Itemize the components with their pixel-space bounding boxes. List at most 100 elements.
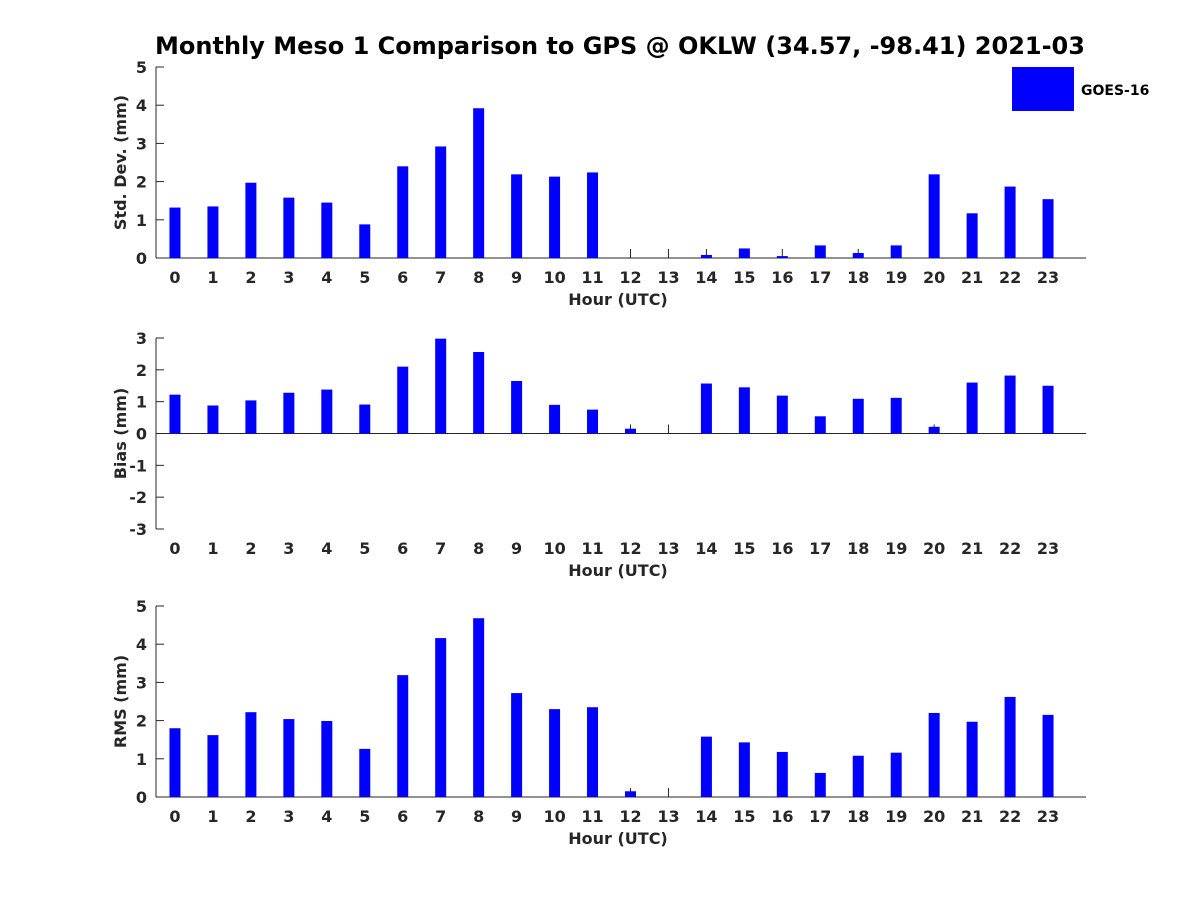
- bias-x-tick-label: 5: [359, 539, 370, 558]
- std-dev-x-tick-label: 22: [999, 268, 1021, 287]
- rms-bar: [397, 675, 409, 797]
- std-dev-x-tick-label: 19: [885, 268, 907, 287]
- bias-x-tick-label: 14: [695, 539, 717, 558]
- rms-bar: [207, 735, 219, 797]
- std-dev-y-tick-label: 2: [136, 173, 147, 192]
- rms-x-tick-label: 17: [809, 807, 831, 826]
- std-dev-x-tick-label: 14: [695, 268, 717, 287]
- bias-bar: [473, 352, 485, 434]
- rms-bar: [738, 742, 750, 797]
- bias-x-tick-label: 17: [809, 539, 831, 558]
- std-dev-bar: [852, 253, 864, 258]
- bias-bar: [1004, 375, 1016, 434]
- rms-bar: [852, 755, 864, 797]
- std-dev-x-tick-label: 8: [473, 268, 484, 287]
- std-dev-bar: [966, 213, 978, 258]
- bias-y-tick-label: -2: [129, 488, 147, 507]
- rms-x-tick-label: 4: [321, 807, 332, 826]
- std-dev-bar: [814, 245, 826, 258]
- bias-y-tick-label: 2: [136, 361, 147, 380]
- rms-x-tick-label: 22: [999, 807, 1021, 826]
- rms-bar: [700, 736, 712, 797]
- bias-y-tick-label: -1: [129, 456, 147, 475]
- std-dev-x-tick-label: 0: [169, 268, 180, 287]
- rms-x-tick-label: 8: [473, 807, 484, 826]
- bias-x-tick-label: 11: [581, 539, 603, 558]
- bias-bar: [283, 392, 295, 434]
- rms-x-tick-label: 19: [885, 807, 907, 826]
- bias-x-tick-label: 4: [321, 539, 332, 558]
- std-dev-x-tick-label: 18: [847, 268, 869, 287]
- bias-x-tick-label: 13: [657, 539, 679, 558]
- rms-x-tick-label: 6: [397, 807, 408, 826]
- std-dev-x-tick-label: 12: [619, 268, 641, 287]
- std-dev-bar: [169, 207, 181, 258]
- std-dev-x-tick-label: 3: [283, 268, 294, 287]
- rms-bar: [359, 748, 371, 797]
- bias-y-axis-label: Bias (mm): [111, 388, 130, 480]
- bias-x-tick-label: 3: [283, 539, 294, 558]
- bias-bar: [928, 426, 940, 434]
- bias-bar: [700, 383, 712, 434]
- rms-bar: [549, 709, 561, 797]
- rms-bar: [776, 751, 788, 797]
- rms-y-tick-label: 5: [136, 597, 147, 616]
- rms-bar: [169, 728, 181, 797]
- rms-bar: [814, 772, 826, 797]
- rms-bar: [1004, 696, 1016, 797]
- std-dev-bar: [1042, 199, 1054, 258]
- std-dev-y-tick-label: 4: [136, 96, 147, 115]
- bias-x-tick-label: 0: [169, 539, 180, 558]
- std-dev-x-axis-label: Hour (UTC): [568, 290, 668, 309]
- bias-bar: [852, 398, 864, 434]
- std-dev-x-tick-label: 1: [207, 268, 218, 287]
- bias-x-tick-label: 10: [543, 539, 565, 558]
- std-dev-x-tick-label: 9: [511, 268, 522, 287]
- rms-x-tick-label: 16: [771, 807, 793, 826]
- bias-x-tick-label: 23: [1037, 539, 1059, 558]
- std-dev-x-tick-label: 2: [245, 268, 256, 287]
- std-dev-x-tick-label: 6: [397, 268, 408, 287]
- std-dev-bar: [587, 172, 599, 258]
- rms-y-tick-label: 3: [136, 673, 147, 692]
- bias-bar: [321, 389, 333, 434]
- rms-bar: [587, 707, 599, 797]
- bias-x-tick-label: 1: [207, 539, 218, 558]
- chart-title: Monthly Meso 1 Comparison to GPS @ OKLW …: [155, 32, 1085, 60]
- std-dev-x-tick-label: 10: [543, 268, 565, 287]
- std-dev-y-tick-label: 3: [136, 134, 147, 153]
- rms-bar: [624, 791, 636, 797]
- std-dev-bar: [435, 146, 447, 258]
- std-dev-x-tick-label: 17: [809, 268, 831, 287]
- rms-y-axis-label: RMS (mm): [111, 655, 130, 748]
- rms-x-tick-label: 5: [359, 807, 370, 826]
- bias-x-tick-label: 20: [923, 539, 945, 558]
- bias-x-tick-label: 8: [473, 539, 484, 558]
- std-dev-x-tick-label: 4: [321, 268, 332, 287]
- std-dev-bar: [890, 245, 902, 258]
- rms-bar: [890, 752, 902, 797]
- std-dev-y-tick-label: 5: [136, 58, 147, 77]
- legend-swatch: [1012, 67, 1074, 111]
- bias-x-axis-label: Hour (UTC): [568, 561, 668, 580]
- std-dev-bar: [928, 174, 940, 258]
- bias-bar: [169, 394, 181, 434]
- bias-x-tick-label: 16: [771, 539, 793, 558]
- rms-x-tick-label: 10: [543, 807, 565, 826]
- bias-x-tick-label: 22: [999, 539, 1021, 558]
- bias-bar: [624, 428, 636, 434]
- rms-y-tick-label: 2: [136, 712, 147, 731]
- rms-y-tick-label: 0: [136, 788, 147, 807]
- rms-x-tick-label: 9: [511, 807, 522, 826]
- std-dev-x-tick-label: 23: [1037, 268, 1059, 287]
- rms-bar: [435, 638, 447, 797]
- std-dev-x-tick-label: 16: [771, 268, 793, 287]
- rms-bar: [245, 712, 257, 797]
- bias-bar: [738, 387, 750, 434]
- std-dev-x-tick-label: 13: [657, 268, 679, 287]
- rms-x-tick-label: 18: [847, 807, 869, 826]
- bias-bar: [814, 416, 826, 434]
- bias-x-tick-label: 6: [397, 539, 408, 558]
